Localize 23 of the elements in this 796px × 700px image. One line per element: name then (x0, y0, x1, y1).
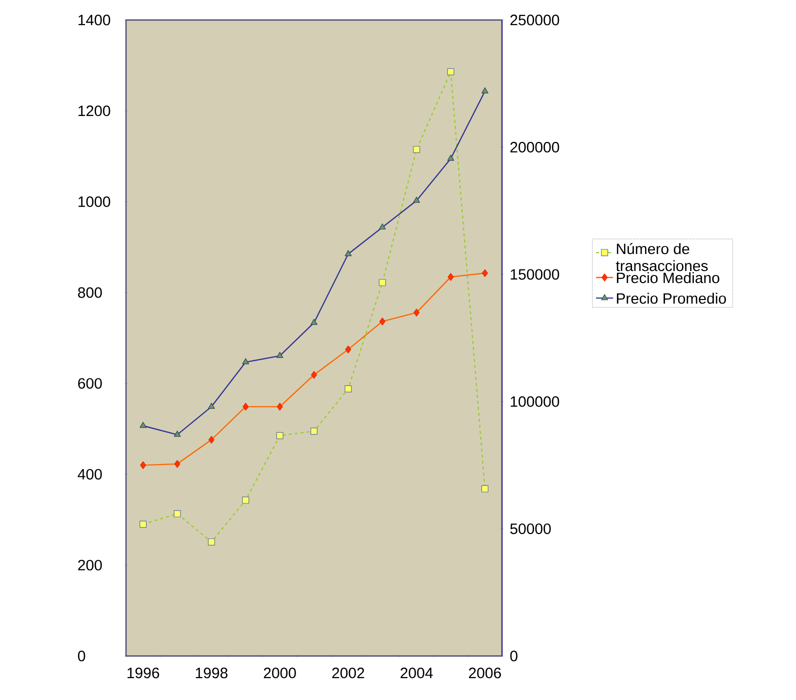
y-tick-label: 0 (78, 650, 86, 662)
x-tick-label: 2002 (332, 668, 364, 678)
legend-label: Precio Mediano (616, 272, 720, 284)
y-tick-label: 1400 (78, 14, 110, 26)
y-tick-label: 400 (78, 468, 102, 480)
y-tick-label: 1000 (78, 196, 110, 208)
y-tick-label: 600 (78, 378, 102, 389)
y-tick-label: 1200 (78, 106, 110, 116)
y-tick-label: 800 (78, 287, 102, 298)
y-tick-label: 200 (78, 560, 102, 570)
y2-tick-label: 100000 (510, 396, 560, 407)
y2-tick-label: 250000 (510, 14, 560, 26)
x-tick-label: 2000 (264, 668, 296, 678)
legend-label: Precio Promedio (616, 292, 726, 304)
x-tick-label: 1998 (196, 668, 228, 678)
y2-tick-label: 0 (510, 650, 518, 662)
y2-tick-label: 150000 (510, 269, 560, 280)
x-tick-label: 2006 (468, 668, 501, 678)
legend-label: Número de transacciones (616, 242, 708, 272)
y2-tick-label: 50000 (510, 523, 551, 534)
y2-tick-label: 200000 (510, 142, 560, 152)
x-tick-label: 2004 (400, 668, 433, 678)
x-tick-label: 1996 (128, 668, 160, 678)
